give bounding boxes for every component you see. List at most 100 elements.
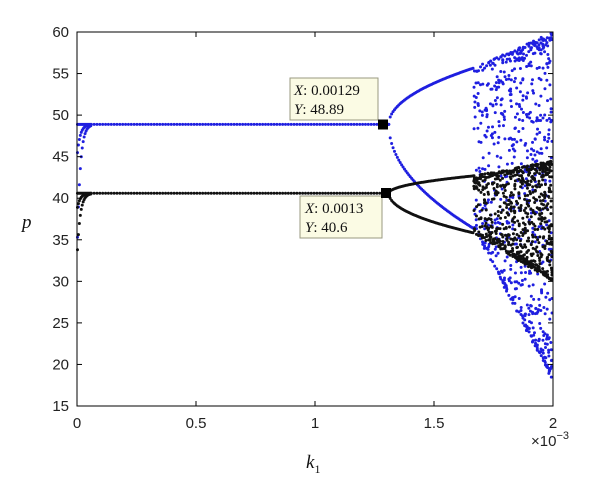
black-series-point bbox=[226, 191, 230, 195]
blue-series-point bbox=[546, 44, 550, 48]
black-series-point bbox=[534, 235, 538, 239]
blue-series-point bbox=[548, 317, 552, 321]
blue-series-point bbox=[543, 312, 547, 316]
blue-series-point bbox=[534, 102, 538, 106]
blue-series-point bbox=[478, 109, 482, 113]
blue-series-point bbox=[486, 198, 490, 202]
blue-series-point bbox=[246, 122, 250, 126]
blue-series-point bbox=[490, 136, 494, 140]
black-series-point bbox=[498, 239, 502, 243]
blue-series-point bbox=[538, 303, 542, 307]
blue-series-point bbox=[517, 296, 521, 300]
black-series-point bbox=[550, 242, 554, 246]
y-tick-label: 55 bbox=[52, 66, 69, 83]
black-series-point bbox=[184, 191, 188, 195]
blue-series-point bbox=[473, 115, 477, 119]
black-series-point bbox=[106, 191, 110, 195]
black-series-point bbox=[329, 191, 333, 195]
blue-series-point bbox=[549, 247, 553, 251]
black-series-point bbox=[155, 191, 159, 195]
blue-series-point bbox=[530, 147, 534, 151]
blue-series-point bbox=[499, 197, 503, 201]
blue-series-point bbox=[201, 122, 205, 126]
blue-series-point bbox=[341, 122, 345, 126]
blue-series-point bbox=[121, 122, 125, 126]
x-tick-label: 0.5 bbox=[186, 415, 207, 432]
blue-series-point bbox=[229, 122, 233, 126]
datatip-black[interactable]: X: 0.0013 Y: 40.6 bbox=[299, 188, 391, 239]
blue-series-point bbox=[527, 313, 531, 317]
blue-series-point bbox=[481, 82, 485, 86]
blue-series-point bbox=[126, 122, 130, 126]
blue-series-point bbox=[512, 80, 516, 84]
blue-series-point bbox=[529, 321, 533, 325]
datatip-black-box bbox=[299, 195, 383, 239]
black-series-point bbox=[149, 191, 153, 195]
black-series-point bbox=[303, 191, 307, 195]
blue-series-point bbox=[505, 57, 509, 61]
black-series-point bbox=[481, 233, 485, 237]
black-series-point bbox=[529, 180, 533, 184]
black-series-point bbox=[523, 194, 527, 198]
blue-series-point bbox=[479, 83, 482, 87]
x-axis-label: k1 bbox=[306, 452, 320, 476]
black-series-point bbox=[475, 179, 479, 183]
black-series-point bbox=[480, 208, 484, 212]
datatip-black-x: X: 0.0013 bbox=[304, 201, 363, 217]
black-series-point bbox=[549, 199, 553, 203]
blue-series-point bbox=[275, 122, 279, 126]
black-series-point bbox=[548, 165, 552, 169]
datatip-blue[interactable]: X: 0.00129 Y: 48.89 bbox=[289, 77, 388, 130]
blue-series-point bbox=[92, 122, 96, 126]
blue-series-point bbox=[517, 281, 521, 285]
black-series-point bbox=[175, 191, 179, 195]
black-series-point bbox=[361, 191, 365, 195]
black-series-point bbox=[89, 191, 93, 195]
blue-series-point bbox=[78, 167, 82, 171]
blue-series-point bbox=[498, 221, 502, 225]
black-series-point bbox=[485, 235, 489, 239]
black-series-point bbox=[537, 266, 541, 270]
datatip-blue-y: Y: 48.89 bbox=[294, 102, 344, 118]
blue-series-point bbox=[480, 110, 484, 114]
blue-series-point bbox=[490, 132, 494, 136]
blue-series-point bbox=[521, 119, 525, 123]
blue-series-point bbox=[547, 136, 551, 140]
black-series-point bbox=[543, 206, 547, 210]
blue-series-point bbox=[546, 366, 550, 370]
blue-series-point bbox=[532, 91, 536, 95]
blue-series-point bbox=[547, 57, 551, 61]
blue-series-point bbox=[474, 168, 478, 172]
blue-series-point bbox=[184, 122, 188, 126]
blue-series-point bbox=[281, 122, 285, 126]
black-series-point bbox=[521, 216, 525, 220]
blue-series-point bbox=[484, 135, 488, 139]
blue-series-point bbox=[531, 230, 535, 234]
black-series-point bbox=[486, 192, 490, 196]
black-series-point bbox=[490, 231, 494, 235]
blue-series-point bbox=[289, 122, 293, 126]
black-series-point bbox=[352, 191, 356, 195]
black-series-point bbox=[536, 250, 540, 254]
blue-series-point bbox=[494, 88, 498, 92]
blue-series-point bbox=[224, 122, 228, 126]
black-series-point bbox=[493, 212, 497, 216]
black-series-point bbox=[112, 191, 116, 195]
blue-series-point bbox=[549, 341, 553, 345]
black-series-point bbox=[504, 195, 508, 199]
blue-series-point bbox=[513, 67, 517, 71]
blue-series-point bbox=[523, 277, 527, 281]
blue-series-point bbox=[329, 122, 333, 126]
black-series-point bbox=[494, 232, 498, 236]
blue-series-point bbox=[539, 113, 543, 117]
blue-series-point bbox=[474, 223, 478, 227]
blue-series-point bbox=[477, 166, 481, 170]
blue-series-point bbox=[490, 67, 494, 71]
blue-series-point bbox=[523, 45, 527, 49]
black-series-point bbox=[528, 171, 532, 175]
blue-series-point bbox=[544, 295, 548, 299]
blue-series-point bbox=[509, 267, 513, 271]
black-series-point bbox=[478, 183, 482, 187]
black-series-point bbox=[499, 216, 503, 220]
black-series-point bbox=[492, 181, 496, 185]
